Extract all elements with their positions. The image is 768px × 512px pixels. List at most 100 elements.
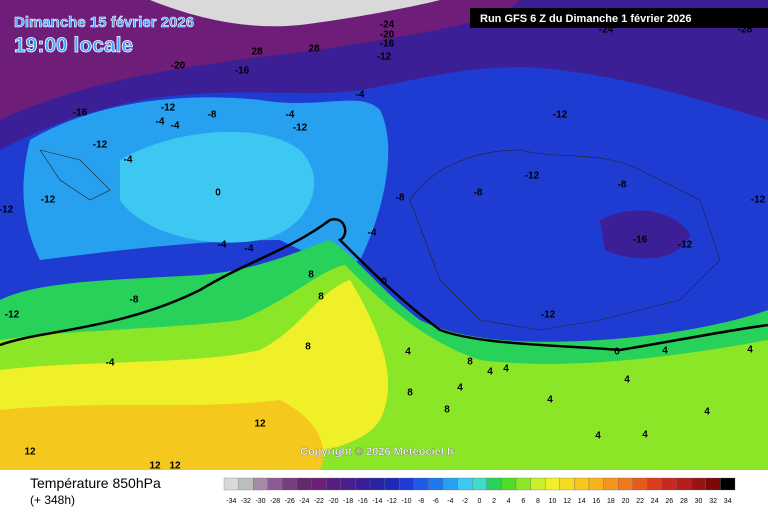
zero-isotherm [0,217,768,352]
colorbar-label: 6 [521,498,525,505]
footer-title: Température 850hPa [30,475,161,491]
colorbar-cell [253,477,268,491]
colorbar-label: 8 [536,498,540,505]
copyright: Copyright © 2026 Meteociel.fr [300,446,456,458]
colorbar-cell [442,477,458,491]
contour-label: -28 [738,25,753,36]
contour-label: -4 [356,90,365,101]
contour-label: -24 [599,25,614,36]
colorbar-label: -26 [285,498,295,505]
contour-label: -4 [171,121,180,132]
colorbar-label: -14 [372,498,382,505]
contour-label: -20 [171,61,186,72]
contour-label: -12 [41,195,56,206]
colorbar-cell [515,477,531,491]
contour-label: 4 [662,346,668,357]
colorbar-cell [676,477,692,491]
colorbar-cell [355,477,371,491]
contour-label: 12 [24,447,36,458]
contour-label: -12 [161,103,176,114]
contour-label: 8 [467,357,473,368]
colorbar-cell [705,477,721,491]
contour-label: 0 [381,277,387,288]
contour-label: 4 [595,431,601,442]
colorbar-label: 14 [578,498,586,505]
colorbar-label: 30 [695,498,703,505]
contour-label: -8 [618,180,627,191]
colorbar-cell [501,477,517,491]
atlantic-center [120,131,315,243]
contour-label: 28 [308,44,320,55]
colorbar-cell [296,477,312,491]
colorbar-cell [326,477,341,491]
contour-label: 12 [149,461,161,472]
colorbar-label: 24 [651,498,659,505]
colorbar-label: -4 [447,498,453,505]
contour-label: 12 [254,419,266,430]
footer [0,470,768,512]
contour-label: -12 [553,110,568,121]
colorbar-cell [267,477,283,491]
contour-label: -16 [633,235,648,246]
contour-label: 4 [547,395,553,406]
contour-label: 8 [308,270,314,281]
colorbar-label: 34 [724,498,732,505]
colorbar-label: -32 [241,498,251,505]
colorbar-label: 22 [636,498,644,505]
contour-label: -12 [541,310,556,321]
contour-label: -4 [368,228,377,239]
contour-label: 4 [503,364,509,375]
time: 19:00 locale [14,34,133,57]
contour-label: 12 [169,461,181,472]
contour-label: 0 [614,347,620,358]
colorbar-cell [661,477,677,491]
colorbar-cell [545,477,560,491]
contour-label: 4 [457,383,463,394]
colorbar-label: 32 [709,498,717,505]
colorbar-label: -28 [270,498,280,505]
colorbar-label: 12 [563,498,571,505]
contour-label: -4 [286,110,295,121]
contour-label: -12 [93,140,108,151]
colorbar-label: -24 [299,498,309,505]
colorbar-cell [238,477,254,491]
colorbar-label: -30 [255,498,265,505]
colorbar-label: 2 [492,498,496,505]
colorbar-label: 4 [507,498,511,505]
contour-label: 28 [251,47,263,58]
colorbar-cell [457,477,473,491]
contour-label: 8 [407,388,413,399]
contour-label: -12 [678,240,693,251]
contour-label: 4 [704,407,710,418]
colorbar-cell [486,477,502,491]
contour-label: -12 [751,195,766,206]
colorbar-label: 26 [665,498,673,505]
contour-label: -12 [293,123,308,134]
date: Dimanche 15 février 2026 [14,14,194,31]
contour-label: -4 [124,155,133,166]
colorbar-label: 16 [592,498,600,505]
colorbar-label: 0 [478,498,482,505]
colorbar-cell [574,477,590,491]
contour-label: 8 [305,342,311,353]
contour-label: -8 [130,295,139,306]
contour-label: -12 [377,52,392,63]
colorbar-cell [428,477,444,491]
contour-label: 4 [405,347,411,358]
run-box [470,8,768,28]
contour-label: -16 [73,108,88,119]
colorbar-cell [369,477,385,491]
colorbar-label: 28 [680,498,688,505]
colorbar-cell [647,477,663,491]
contour-label: 4 [747,345,753,356]
contour-label: 8 [444,405,450,416]
colorbar-cell [223,477,239,491]
colorbar-cell [340,477,356,491]
contour-label: 0 [215,188,221,199]
coastline [409,149,721,331]
cold-core [600,210,690,259]
very-cold [0,0,520,120]
contour-label: -8 [474,188,483,199]
contour-label: -4 [218,240,227,251]
